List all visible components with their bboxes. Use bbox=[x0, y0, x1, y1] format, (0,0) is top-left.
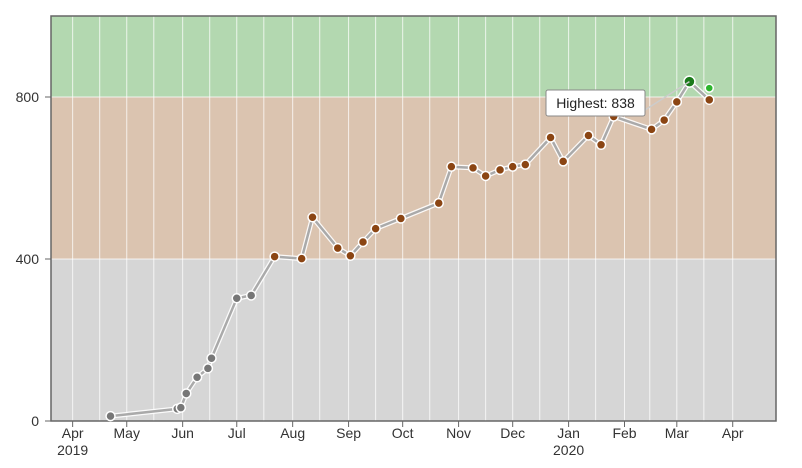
y-tick-label-0: 0 bbox=[31, 413, 39, 429]
y-axis: 0 400 800 bbox=[16, 89, 51, 429]
data-point-19 bbox=[467, 162, 479, 174]
data-point-22 bbox=[507, 161, 518, 172]
data-point-16 bbox=[395, 213, 407, 224]
band-layer bbox=[51, 16, 776, 421]
data-point-21 bbox=[494, 164, 506, 176]
x-tick-label-6: Oct bbox=[392, 425, 414, 441]
annotation-layer: Highest: 838 bbox=[545, 80, 690, 117]
x-tick-label-9: Jan bbox=[557, 425, 580, 441]
x-tick-label-11: Mar bbox=[665, 425, 689, 441]
data-point-3 bbox=[181, 388, 192, 399]
x-tick-label-1: May bbox=[114, 425, 140, 441]
data-point-0 bbox=[105, 410, 116, 422]
points-layer bbox=[105, 75, 715, 422]
data-point-7 bbox=[231, 293, 243, 304]
data-point-29 bbox=[646, 124, 657, 135]
data-point-31 bbox=[671, 96, 683, 108]
x-tick-label-3: Jul bbox=[228, 425, 246, 441]
annotation-box bbox=[545, 89, 646, 117]
data-point-26 bbox=[583, 130, 594, 141]
x-tick-label-4: Aug bbox=[280, 425, 305, 441]
data-point-4 bbox=[191, 372, 203, 383]
data-point-9 bbox=[269, 251, 280, 262]
data-point-24 bbox=[545, 132, 556, 143]
data-point-10 bbox=[296, 253, 307, 264]
data-point-15 bbox=[370, 223, 381, 234]
data-point-12 bbox=[332, 242, 344, 254]
data-point-30 bbox=[658, 114, 670, 126]
data-point-6 bbox=[206, 352, 217, 364]
x-tick-year-0: 2019 bbox=[57, 442, 88, 458]
annotation-label: Highest: 838 bbox=[556, 95, 635, 111]
series-line-0 bbox=[110, 80, 711, 418]
x-tick-label-7: Nov bbox=[446, 425, 471, 441]
x-tick-label-12: Apr bbox=[722, 425, 744, 441]
series-layer bbox=[110, 79, 711, 419]
data-point-2 bbox=[175, 402, 187, 413]
x-tick-label-0: Apr bbox=[62, 425, 84, 441]
annotation-connector bbox=[644, 80, 690, 111]
data-point-5 bbox=[202, 363, 214, 374]
data-point-17 bbox=[433, 197, 444, 209]
data-point-8 bbox=[245, 290, 257, 301]
y-tick-label-1: 400 bbox=[16, 251, 40, 267]
data-point-27 bbox=[595, 139, 607, 151]
data-point-14 bbox=[357, 236, 369, 248]
band-0 bbox=[51, 259, 776, 421]
data-point-13 bbox=[345, 250, 356, 262]
plot-frame bbox=[50, 15, 777, 422]
data-point-11 bbox=[307, 212, 318, 223]
x-tick-year-9: 2020 bbox=[553, 442, 584, 458]
band-2 bbox=[51, 16, 776, 97]
y-tick-label-2: 800 bbox=[16, 89, 40, 105]
x-tick-label-2: Jun bbox=[171, 425, 194, 441]
data-point-33 bbox=[704, 94, 715, 106]
data-point-18 bbox=[446, 161, 457, 172]
x-tick-label-5: Sep bbox=[336, 425, 361, 441]
extra-point-0 bbox=[704, 83, 715, 93]
x-tick-label-10: Feb bbox=[612, 425, 636, 441]
data-point-23 bbox=[520, 159, 531, 170]
data-point-25 bbox=[557, 156, 569, 167]
x-tick-label-8: Dec bbox=[500, 425, 525, 441]
data-point-20 bbox=[480, 170, 491, 182]
